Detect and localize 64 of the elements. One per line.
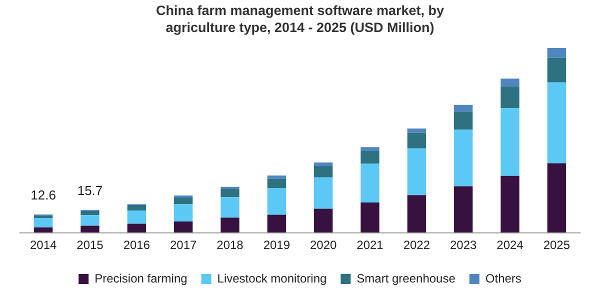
x-tick-label: 2016 [123,238,150,252]
legend-label: Others [485,271,522,286]
x-tick-label: 2025 [543,238,570,252]
bar [220,189,240,198]
bar [500,78,520,86]
x-tick-label: 2020 [310,238,338,252]
bar [407,148,426,196]
bar [34,215,53,218]
bar [314,162,333,166]
bar [314,177,333,209]
bar [547,163,566,233]
bar [407,128,426,133]
bar [454,105,473,112]
x-tick-label: 2017 [170,238,198,252]
chart-title: China farm management software market, by agriculture type, 2014 - 2025 (USD Million) [154,2,446,37]
bar [360,164,380,203]
bar [267,176,286,179]
bar [267,214,286,233]
x-tick-label: 2021 [356,238,384,252]
bar [547,48,566,58]
bar [314,208,333,233]
bar [360,147,380,152]
x-tick-label: 2022 [403,238,430,252]
bar [174,195,193,198]
bar [34,227,53,233]
bar [500,86,520,108]
x-tick-label: 2014 [30,238,58,252]
x-tick-label: 2024 [496,238,524,252]
bar [220,218,240,233]
bar [174,198,193,204]
bar [174,222,193,233]
bar [80,215,100,226]
bar [80,210,100,216]
bar [220,186,240,190]
bar [220,197,240,218]
bar [314,166,333,178]
bar [454,112,473,130]
x-tick-label: 2019 [263,238,290,252]
annotation: 15.7 [77,182,103,198]
bar [267,188,286,215]
bar [407,132,426,148]
bar [34,218,53,228]
bar [547,82,566,164]
legend-label: Precision farming [94,271,188,286]
x-tick-label: 2015 [76,238,104,252]
bar [127,210,146,224]
x-tick-label: 2023 [450,238,478,252]
bar [127,204,146,210]
annotation: 12.6 [30,188,56,203]
bar [360,202,380,233]
bar [500,108,520,176]
bar [127,224,146,233]
bar [80,226,100,233]
x-tick-label: 2018 [216,238,244,252]
bar [174,204,193,222]
bar [360,151,380,164]
bar [267,178,286,188]
bar [407,195,426,233]
legend-label: Smart greenhouse [356,271,456,286]
bar [454,186,473,233]
bar [500,176,520,233]
bar [454,130,473,186]
legend-label: Livestock monitoring [217,271,327,286]
bar [547,58,566,82]
